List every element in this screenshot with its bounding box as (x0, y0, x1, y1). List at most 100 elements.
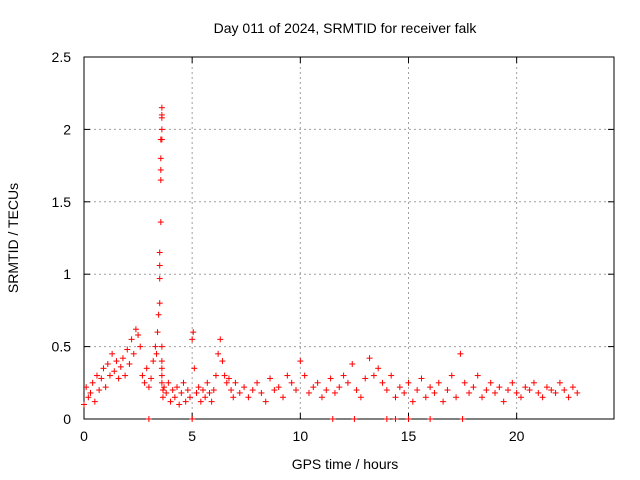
data-point (225, 375, 232, 382)
data-point (336, 384, 343, 391)
data-point (156, 249, 163, 256)
data-point (392, 416, 399, 422)
data-point (145, 384, 152, 391)
data-point (526, 387, 533, 394)
data-point (158, 372, 165, 379)
data-point (155, 311, 162, 318)
data-point (206, 389, 213, 396)
data-point (117, 363, 124, 370)
data-point (232, 379, 239, 386)
data-point (366, 355, 373, 362)
data-point (262, 398, 269, 405)
data-point (202, 394, 209, 401)
data-point (349, 360, 356, 367)
data-point (310, 384, 317, 391)
data-point (396, 384, 403, 391)
data-point (487, 379, 494, 386)
x-tick-label: 10 (293, 428, 309, 444)
data-point (569, 384, 576, 391)
data-point (427, 384, 434, 391)
data-point (305, 389, 312, 396)
x-tick-label: 20 (509, 428, 525, 444)
data-point (102, 384, 109, 391)
data-point (184, 387, 191, 394)
data-point (174, 384, 181, 391)
data-point (197, 398, 204, 405)
data-point (517, 394, 524, 401)
data-point (228, 387, 235, 394)
data-point (401, 389, 408, 396)
data-point (190, 329, 197, 336)
data-point (470, 384, 477, 391)
data-point (104, 360, 111, 367)
data-point (124, 346, 131, 353)
data-point (191, 365, 198, 372)
data-point (535, 389, 542, 396)
data-point (427, 416, 434, 422)
data-point (152, 343, 159, 350)
data-point (215, 350, 222, 357)
data-point (340, 372, 347, 379)
data-point (132, 326, 139, 333)
data-point (161, 384, 168, 391)
data-point (388, 372, 395, 379)
x-tick-label: 0 (80, 428, 88, 444)
data-point (187, 394, 193, 401)
x-axis-label: GPS time / hours (292, 456, 399, 472)
data-point (314, 379, 321, 386)
data-point (87, 389, 94, 396)
data-points (81, 104, 581, 422)
data-point (156, 275, 163, 282)
data-point (405, 416, 412, 422)
data-point (275, 384, 282, 391)
data-point (119, 355, 126, 362)
data-point (453, 394, 460, 401)
data-point (500, 398, 507, 405)
data-point (543, 384, 550, 391)
x-tick-label: 5 (188, 428, 196, 444)
data-point (280, 394, 287, 401)
data-point (457, 350, 464, 357)
data-point (440, 398, 447, 405)
data-point (135, 332, 142, 339)
data-point (158, 365, 165, 372)
data-point (204, 379, 211, 386)
data-point (267, 375, 274, 382)
data-point (331, 389, 338, 396)
data-point (565, 394, 572, 401)
data-point (297, 358, 304, 365)
data-point (89, 379, 96, 386)
data-point (461, 379, 468, 386)
data-point (474, 372, 481, 379)
y-tick-label: 1 (63, 266, 71, 282)
data-point (176, 401, 183, 408)
data-point (435, 379, 442, 386)
data-point (171, 394, 178, 401)
data-point (459, 416, 466, 422)
data-point (327, 375, 334, 382)
data-point (199, 387, 206, 394)
data-point (496, 384, 503, 391)
data-point (414, 387, 421, 394)
data-point (158, 104, 165, 111)
data-point (329, 416, 336, 422)
data-point (370, 372, 377, 379)
data-point (106, 372, 113, 379)
data-point (230, 394, 237, 401)
data-point (158, 114, 165, 121)
data-point (318, 394, 325, 401)
data-point (167, 398, 174, 405)
data-point (530, 379, 537, 386)
data-point (126, 360, 133, 367)
data-point (249, 387, 256, 394)
data-point (158, 379, 165, 386)
data-point (392, 394, 399, 401)
data-point (189, 336, 196, 343)
ticks: 0 5 10 15 20 0 0.5 1 1.5 2 2.5 (52, 49, 614, 444)
y-tick-label: 2 (63, 121, 71, 137)
data-point (548, 387, 555, 394)
data-point (431, 389, 438, 396)
data-point (483, 387, 490, 394)
